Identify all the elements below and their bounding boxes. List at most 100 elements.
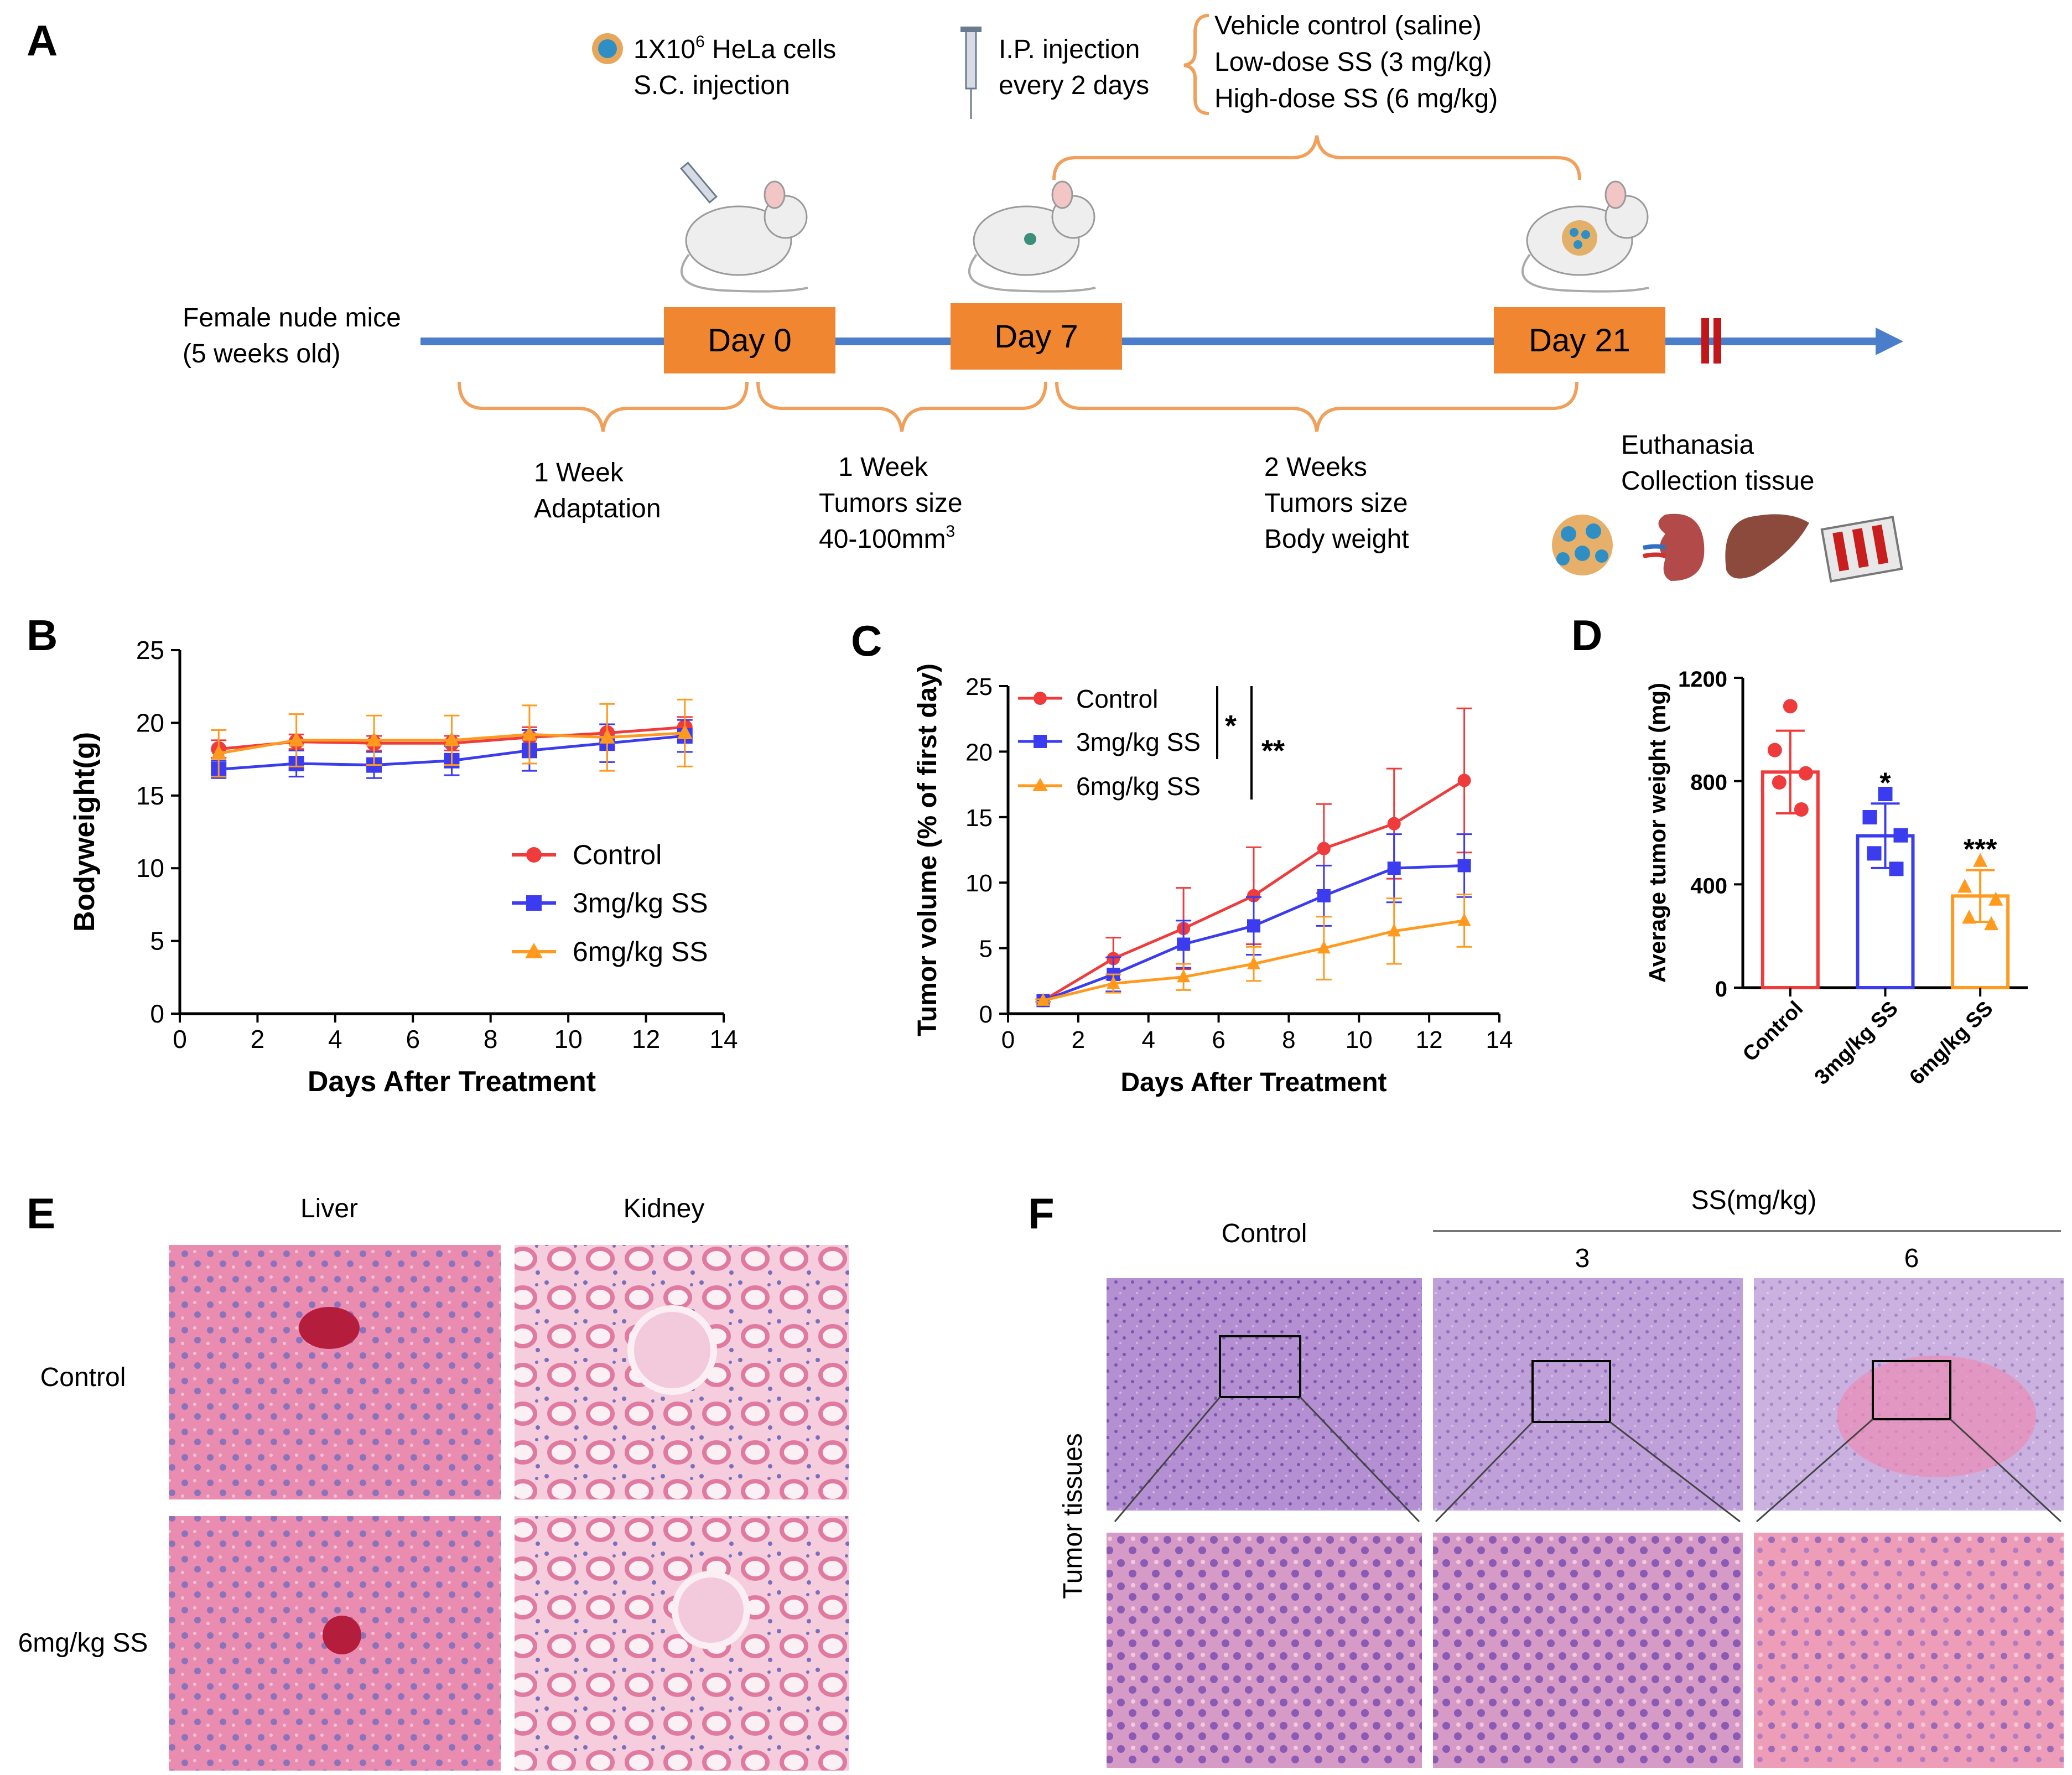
end-line2: Collection tissue [1621,466,1815,496]
data-point [1036,993,1050,1006]
y-tick-label: 25 [136,636,164,665]
legend-c-low: 3mg/kg SS [1076,728,1201,756]
x-tick-label: 0 [1001,1026,1015,1053]
liver-central-vein [299,1307,360,1349]
mouse-icon-day21 [1521,180,1649,293]
zoom-box-6mg [1872,1360,1951,1420]
chart-c: 0 2 4 6 8 10 12 14 0 5 10 15 20 25 Days After Treatmen… [913,663,1513,1097]
he-kidney-treated-image [515,1516,849,1771]
data-point [1962,910,1977,924]
legend-b-control-marker [526,847,542,863]
data-point [1767,743,1782,757]
legend-c-control: Control [1076,684,1158,713]
blood-tubes-icon [1820,516,1903,583]
day0-label: Day 0 [708,323,792,359]
legend-c-control-marker [1034,692,1047,705]
tumor-control-highmag-image [1107,1533,1422,1768]
data-point [1772,775,1787,790]
x-tick-label: 8 [484,1025,498,1053]
tumor-control-lowmag-image [1107,1278,1422,1511]
y-tick-label: 5 [979,936,993,963]
legend-b-high-marker [525,943,543,958]
panel-label-b: B [27,611,58,660]
phase2-brace [756,381,1047,432]
day21-label: Day 21 [1529,323,1630,359]
zoom-line-control-l [1114,1397,1221,1522]
data-point [1862,810,1877,824]
y-tick-label: 15 [965,805,993,832]
x-tick-label: 2 [1072,1026,1085,1053]
y-axis-label: Bodyweight(g) [69,732,101,932]
data-point [366,731,382,747]
chart-b: 0 2 4 6 8 10 12 14 0 5 10 15 20 25 Days After Treatmen… [69,636,738,1098]
panel-e-col-kidney: Kidney [624,1194,705,1223]
panel-e-col-liver: Liver [300,1194,358,1223]
data-point [211,744,227,760]
tumor-3mg-highmag-image [1433,1533,1743,1768]
data-point [1317,940,1331,954]
panel-d: D 0 400 800 1200 Average tumor weight (mg) Co… [1571,611,2028,1089]
data-point [1317,889,1331,902]
legend-b-high: 6mg/kg SS [573,936,708,967]
data-point [1457,774,1471,787]
x-tick-label: 10 [1346,1026,1373,1053]
data-point [677,724,693,739]
phase2-line2: Tumors size [819,489,963,518]
zoom-line-6mg-r [1949,1418,2062,1523]
sig-star-2: ** [1261,734,1285,767]
panel-f-col-6: 6 [1904,1244,1919,1273]
data-point [1247,889,1260,902]
y-tick-label: 25 [965,673,993,700]
y-tick-label: 15 [136,781,164,810]
end-line1: Euthanasia [1621,430,1754,460]
x-axis-label: Days After Treatment [308,1066,596,1098]
panel-e: E Liver Kidney Control 6mg/kg SS [18,1189,849,1771]
mouse-icon-day0 [680,162,808,293]
data-point [1973,853,1988,867]
y-tick-label: 0 [979,1001,993,1028]
sig-star-1: * [1225,709,1237,743]
day21-box [1494,307,1665,373]
panel-f-col-3: 3 [1575,1244,1590,1273]
group-1: Vehicle control (saline) [1214,11,1482,40]
data-point [1317,842,1331,855]
stop-mark-1 [1701,318,1709,364]
data-point [1867,846,1882,861]
data-point [1783,699,1798,714]
y-tick-label: 10 [136,854,164,883]
significance-label: * [1879,767,1891,799]
panel-label-e: E [27,1189,55,1238]
day7-box [951,303,1122,370]
phase1-line1: 1 Week [534,458,624,487]
y-tick-label: 800 [1690,771,1727,795]
y-tick-label: 0 [150,999,164,1028]
panel-e-row-control: Control [40,1363,126,1392]
group-2: Low-dose SS (3 mg/kg) [1214,48,1492,77]
x-tick-label: 6 [406,1025,420,1053]
cell-icon [592,33,623,64]
panel-f-row-label: Tumor tissues [1058,1433,1088,1599]
x-tick-label: 10 [554,1025,583,1053]
y-axis-label: Tumor volume (% of first day) [913,663,942,1036]
phase3-line1: 2 Weeks [1264,453,1367,482]
significance-label: *** [1964,834,1997,866]
kidney-glomerulus-treated [672,1571,750,1649]
panel-label-a: A [27,16,58,65]
start-label-line2: (5 weeks old) [183,339,340,369]
y-tick-label: 20 [965,739,993,766]
group-brace [1183,14,1209,115]
data-point [1387,861,1401,875]
panel-label-d: D [1571,611,1602,660]
legend-b-low-marker [526,895,542,911]
phase1-line2: Adaptation [534,494,661,523]
treatment-brace [1052,135,1581,180]
legend-c-low-marker [1034,735,1047,748]
data-point [288,731,304,747]
x-tick-label: 14 [709,1025,738,1053]
phase3-brace [1055,381,1578,432]
data-point [1457,859,1471,873]
cells-text-line1: 1X106 HeLa cells [633,33,836,64]
zoom-line-6mg-l [1756,1418,1873,1523]
kidney-glomerulus [627,1305,717,1395]
